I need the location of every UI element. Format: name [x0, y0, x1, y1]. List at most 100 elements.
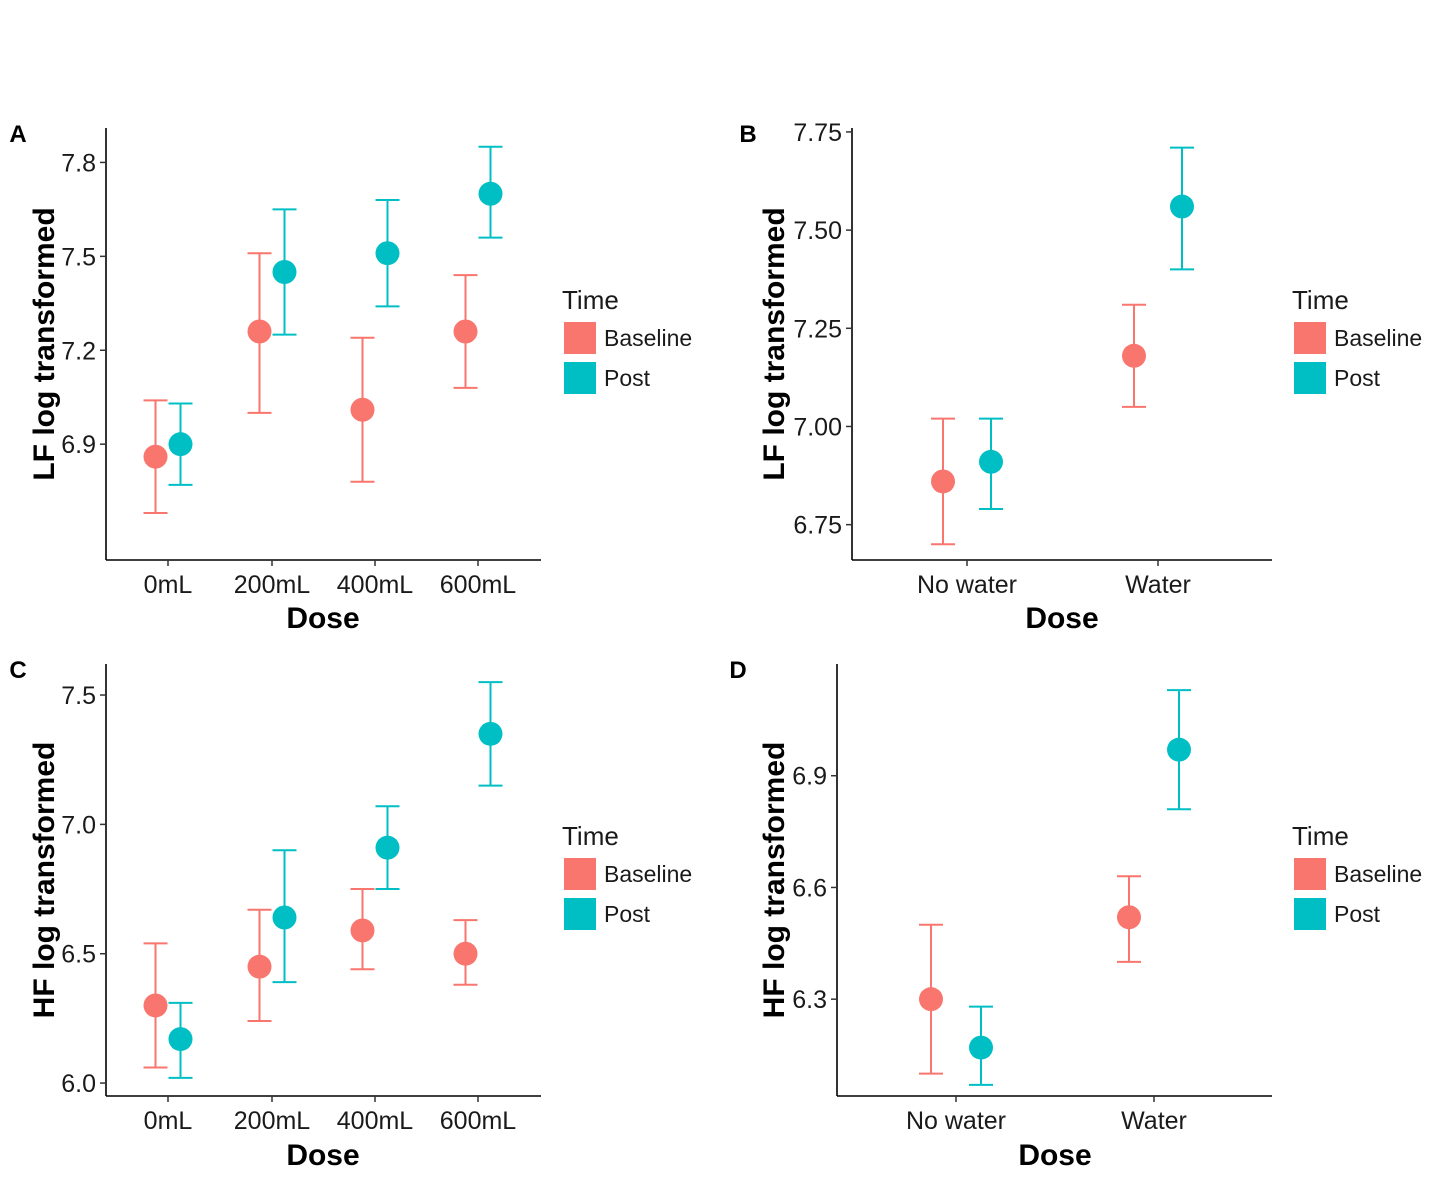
legend-key-baseline	[564, 858, 596, 890]
series-baseline	[143, 252, 478, 515]
x-tick-label: 200mL	[234, 571, 311, 599]
series-baseline	[143, 888, 478, 1069]
data-point	[375, 835, 400, 860]
y-axis-title: LF log transformed	[28, 207, 61, 480]
series-post	[979, 146, 1194, 510]
x-tick-label: Water	[1121, 1107, 1187, 1135]
x-tick-label: 400mL	[337, 1107, 414, 1135]
data-point	[919, 987, 943, 1012]
panel-letter: D	[729, 657, 746, 684]
data-point	[979, 449, 1003, 474]
x-tick-label: No water	[906, 1107, 1006, 1135]
data-point	[143, 993, 168, 1018]
legend-label-baseline: Baseline	[1334, 325, 1422, 351]
x-axis-title: Dose	[286, 1139, 359, 1172]
data-point	[272, 260, 297, 284]
legend: Time Baseline Post	[562, 821, 692, 930]
panel-letter: C	[9, 657, 26, 684]
legend: Time Baseline Post	[1292, 821, 1422, 930]
y-tick-label: 7.5	[61, 682, 96, 710]
legend: Time Baseline Post	[562, 285, 692, 394]
y-axis-title: LF log transformed	[758, 207, 791, 480]
data-point	[143, 444, 168, 469]
y-tick-label: 6.5	[61, 941, 96, 969]
y-tick-label: 6.3	[792, 986, 827, 1014]
data-point	[247, 319, 272, 344]
data-point	[168, 1027, 193, 1052]
y-tick-label: 7.2	[61, 337, 96, 365]
x-tick-label: 200mL	[234, 1107, 311, 1135]
legend: Time Baseline Post	[1292, 285, 1422, 394]
y-tick-label: 6.75	[793, 512, 842, 540]
y-tick-label: 7.0	[61, 811, 96, 839]
x-axis-title: Dose	[286, 602, 359, 635]
data-point	[1167, 737, 1191, 762]
x-tick-label: 400mL	[337, 571, 414, 599]
x-tick-label: 0mL	[144, 571, 193, 599]
legend-key-post	[564, 362, 596, 394]
y-axis-title: HF log transformed	[28, 742, 61, 1019]
y-tick-label: 7.25	[793, 315, 842, 343]
y-tick-label: 7.75	[793, 119, 842, 147]
data-point	[168, 432, 193, 457]
panel-letter: A	[9, 121, 26, 148]
series-post	[168, 145, 503, 486]
panel-b: B 6.75 7.00 7.25 7.50 7.75 No water Water Dose LF…	[739, 119, 1422, 635]
x-axis-title: Dose	[1018, 1139, 1091, 1172]
data-point	[1117, 905, 1141, 930]
legend-label-baseline: Baseline	[604, 325, 692, 351]
data-point	[478, 181, 503, 206]
legend-label-baseline: Baseline	[604, 861, 692, 887]
x-tick-label: Water	[1125, 571, 1191, 599]
y-tick-label: 6.0	[61, 1070, 96, 1098]
legend-label-post: Post	[1334, 901, 1381, 927]
legend-key-baseline	[1294, 322, 1326, 354]
panel-letter: B	[739, 121, 756, 148]
x-tick-label: 600mL	[440, 1107, 517, 1135]
panel-a: A 6.9 7.2 7.5 7.8 0mL 200mL 400mL 600mL Dose LF lo…	[9, 121, 692, 635]
panel-c: C 6.0 6.5 7.0 7.5 0mL 200mL 400mL 600mL Dose HF lo…	[9, 657, 692, 1172]
x-axis-title: Dose	[1025, 602, 1098, 635]
data-point	[375, 241, 400, 266]
x-tick-label: No water	[917, 571, 1017, 599]
legend-title: Time	[562, 821, 619, 851]
y-tick-label: 6.9	[792, 763, 827, 791]
legend-key-post	[1294, 898, 1326, 930]
x-tick-label: 600mL	[440, 571, 517, 599]
y-tick-label: 6.6	[792, 874, 827, 902]
series-baseline	[931, 303, 1146, 546]
data-point	[247, 954, 272, 979]
legend-key-baseline	[1294, 858, 1326, 890]
data-point	[969, 1035, 993, 1060]
data-point	[1170, 194, 1194, 219]
y-tick-label: 7.8	[61, 149, 96, 177]
legend-key-baseline	[564, 322, 596, 354]
series-baseline	[919, 875, 1141, 1075]
data-point	[350, 397, 375, 422]
y-tick-label: 6.9	[61, 431, 96, 459]
legend-label-baseline: Baseline	[1334, 861, 1422, 887]
data-point	[478, 721, 503, 746]
y-tick-label: 7.00	[793, 413, 842, 441]
legend-title: Time	[1292, 285, 1349, 315]
data-point	[931, 469, 955, 494]
y-axis-title: HF log transformed	[758, 742, 791, 1019]
y-tick-label: 7.50	[793, 217, 842, 245]
series-post	[969, 689, 1191, 1086]
y-tick-label: 7.5	[61, 243, 96, 271]
data-point	[1122, 343, 1146, 368]
legend-key-post	[564, 898, 596, 930]
data-point	[453, 319, 478, 344]
legend-label-post: Post	[1334, 365, 1381, 391]
series-post	[168, 681, 503, 1079]
x-tick-label: 0mL	[144, 1107, 193, 1135]
panel-d: D 6.3 6.6 6.9 No water Water Dose HF log transf…	[729, 657, 1422, 1172]
legend-title: Time	[1292, 821, 1349, 851]
legend-title: Time	[562, 285, 619, 315]
legend-label-post: Post	[604, 365, 651, 391]
legend-label-post: Post	[604, 901, 651, 927]
data-point	[272, 905, 297, 930]
legend-key-post	[1294, 362, 1326, 394]
data-point	[350, 918, 375, 943]
